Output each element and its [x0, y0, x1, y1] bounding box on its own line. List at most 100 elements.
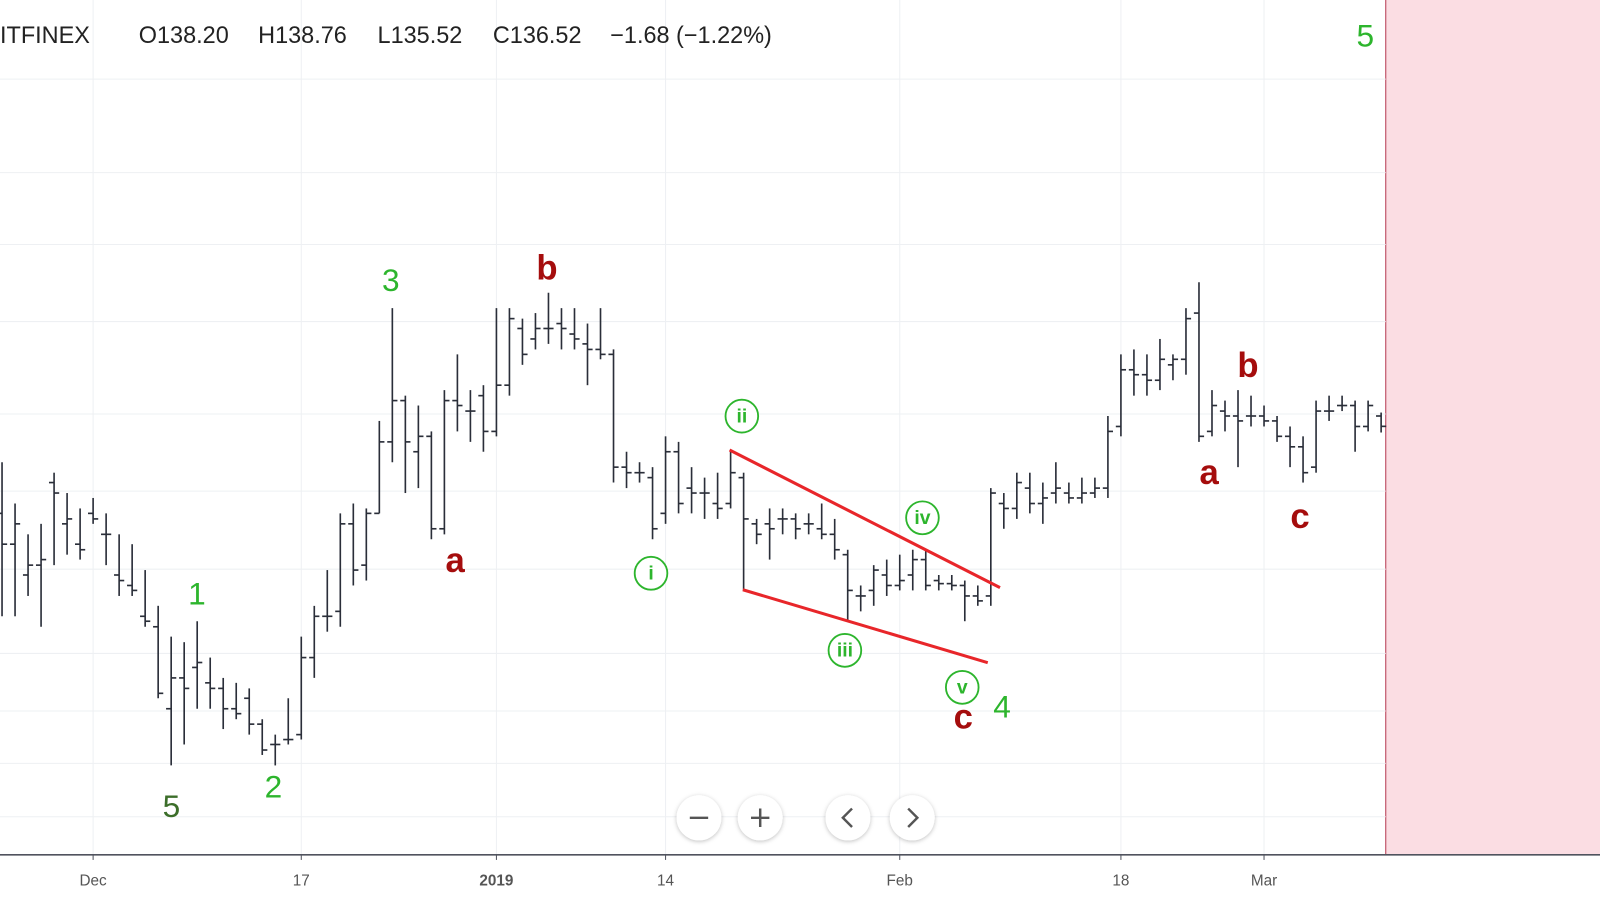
scroll-left-button[interactable]	[825, 795, 871, 841]
ohlc-bar	[1115, 354, 1127, 437]
ohlc-bar	[1011, 472, 1022, 519]
wave-label: 1	[188, 575, 206, 611]
ohlc-bar	[1310, 400, 1322, 473]
ohlc-bar	[309, 605, 320, 678]
wave-label: 3	[382, 262, 400, 298]
ohlc-bar	[1350, 400, 1361, 452]
high-label: H138.76	[258, 22, 347, 48]
ohlc-bar	[205, 657, 216, 709]
ohlc-bar	[270, 734, 281, 766]
ohlc-bar	[1376, 412, 1387, 433]
wave-label: 5	[1357, 17, 1375, 53]
ohlc-bar	[582, 323, 593, 386]
ohlc-bar	[348, 503, 359, 586]
ohlc-bar	[725, 451, 736, 509]
ohlc-bar	[452, 354, 463, 432]
wave-circle	[724, 398, 760, 434]
ohlc-bar	[985, 488, 996, 606]
ohlc-bar	[1102, 415, 1114, 498]
ohlc-bar	[1128, 349, 1140, 396]
wave-label: iii	[837, 639, 853, 661]
ohlc-bar	[790, 513, 801, 540]
ohlc-bar	[127, 544, 138, 596]
ohlc-bar	[465, 390, 476, 442]
ohlc-bar	[1037, 482, 1048, 524]
button-bg	[825, 795, 871, 841]
ohlc-bar	[543, 292, 554, 344]
zoom-in-button[interactable]	[737, 795, 783, 841]
wave-circle	[827, 632, 863, 668]
future-region	[1385, 0, 1600, 855]
ohlc-bar	[842, 549, 853, 622]
ohlc-bar	[1050, 462, 1061, 504]
ohlc-bar	[9, 503, 21, 617]
ohlc-bar	[153, 605, 164, 699]
ohlc-bar	[1323, 395, 1335, 421]
exchange-label: ITFINEX	[0, 22, 90, 48]
ohlc-bar	[22, 534, 34, 596]
wave-label: c	[954, 697, 973, 736]
change-label: −1.68 (−1.22%)	[610, 22, 772, 48]
x-tick-label: Feb	[887, 873, 913, 890]
ohlc-bar	[777, 508, 788, 535]
ohlc-bar	[829, 518, 840, 560]
ohlc-bar	[1089, 477, 1100, 498]
left-icon	[841, 807, 853, 828]
ohlc-bar	[751, 518, 762, 545]
ohlc-bar	[959, 580, 970, 622]
ohlc-bar	[634, 462, 645, 483]
x-tick-label: 2019	[479, 873, 513, 890]
ohlc-bar	[556, 308, 567, 350]
ohlc-bar	[0, 462, 8, 617]
ohlc-bar	[374, 420, 385, 515]
ohlc-bar	[894, 554, 905, 591]
ohlc-bar	[738, 472, 749, 591]
ohlc-bar	[764, 508, 775, 560]
ohlc-bar	[595, 308, 606, 360]
ohlc-bar	[1245, 395, 1257, 427]
ohlc-bar	[1271, 415, 1283, 442]
ohlc-bar	[48, 472, 60, 566]
ohlc-bar	[972, 585, 983, 606]
ohlc-bar	[933, 574, 944, 591]
ohlc-bar	[1076, 477, 1087, 504]
ohlc-bar	[478, 385, 489, 452]
ohlc-bar	[868, 565, 879, 606]
ohlc-bar	[1232, 390, 1244, 468]
open-label: O138.20	[139, 22, 229, 48]
scroll-right-button[interactable]	[889, 795, 935, 841]
ohlc-bar	[1206, 390, 1218, 437]
ohlc-bar	[517, 318, 528, 365]
ohlc-bar	[816, 503, 827, 540]
ohlc-bar	[491, 308, 502, 437]
ohlc-bar	[504, 308, 515, 396]
ohlc-bar	[75, 508, 86, 560]
ohlc-bar	[231, 682, 242, 720]
trend-line	[728, 448, 1001, 590]
ohlc-bar	[283, 698, 294, 745]
ohlc-bar	[218, 677, 229, 730]
wave-label: 4	[993, 688, 1011, 724]
zoom-out-button[interactable]	[676, 795, 722, 841]
wave-label: b	[1237, 346, 1258, 385]
ohlc-bar	[244, 688, 255, 735]
ohlc-bar	[881, 559, 892, 596]
ohlc-bar	[1258, 405, 1270, 427]
right-icon	[907, 807, 920, 828]
ohlc-bar	[647, 467, 658, 540]
ohlc-bar	[296, 636, 307, 740]
ohlc-bar	[530, 313, 541, 350]
ohlc-bar	[439, 390, 450, 535]
wave-label: v	[957, 676, 968, 698]
wave-label: ii	[736, 405, 747, 427]
ohlc-bar	[1363, 400, 1374, 432]
wave-label: i	[648, 562, 653, 584]
ohlc-bar	[114, 534, 125, 596]
button-bg	[889, 795, 935, 841]
ohlc-bar	[660, 436, 671, 524]
ohlc-bar	[335, 513, 346, 627]
x-tick-label: 18	[1112, 873, 1129, 890]
ohlc-bar	[426, 431, 437, 540]
